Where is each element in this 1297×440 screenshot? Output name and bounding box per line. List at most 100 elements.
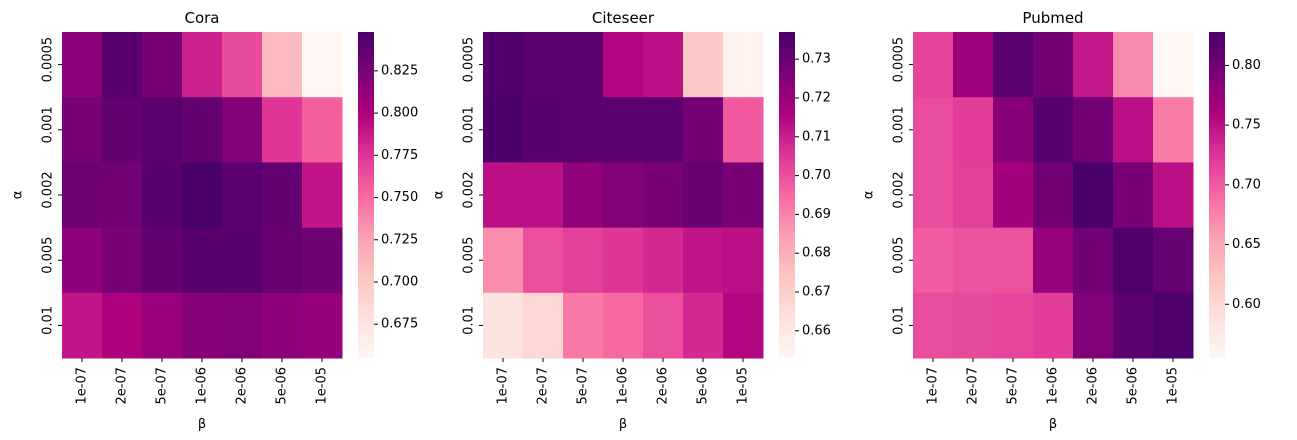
x-tick-label: 1e-05 xyxy=(1166,367,1181,405)
heat-cell xyxy=(102,97,143,163)
heat-cell xyxy=(1113,292,1154,359)
heat-cell xyxy=(683,97,724,163)
colorbar-tick-label: 0.68 xyxy=(802,246,831,261)
heat-cell xyxy=(523,227,564,294)
heat-cell xyxy=(683,32,724,98)
y-axis-label: α xyxy=(11,191,26,200)
heat-cell xyxy=(643,292,684,359)
heat-cell xyxy=(603,292,644,359)
heat-cell xyxy=(1033,97,1074,163)
x-tick-label: 5e-06 xyxy=(696,367,711,405)
colorbar-tick-label: 0.800 xyxy=(381,106,418,121)
heat-cell xyxy=(262,227,303,294)
heat-cell xyxy=(563,32,604,98)
x-tick-label: 5e-07 xyxy=(155,367,170,405)
x-axis-label: β xyxy=(1049,417,1057,432)
x-tick-label: 5e-07 xyxy=(1006,367,1021,405)
heat-cell xyxy=(1153,292,1194,359)
x-tick-label: 2e-06 xyxy=(1086,367,1101,405)
y-tick-label: 0.0005 xyxy=(41,37,56,83)
heat-cell xyxy=(993,292,1034,359)
y-tick-label: 0.0005 xyxy=(462,37,477,83)
heat-cell xyxy=(483,97,524,163)
heat-cell xyxy=(182,227,223,294)
heat-cell xyxy=(913,97,954,163)
heat-cell xyxy=(683,162,724,229)
y-tick-label: 0.002 xyxy=(462,171,477,208)
heat-cell xyxy=(1033,162,1074,229)
heat-cell xyxy=(1033,227,1074,294)
x-tick-label: 1e-06 xyxy=(616,367,631,405)
x-tick-label: 5e-06 xyxy=(1126,367,1141,405)
heat-cell xyxy=(523,32,564,98)
y-tick-label: 0.002 xyxy=(892,171,907,208)
y-tick-label: 0.001 xyxy=(462,106,477,143)
heat-cell xyxy=(62,162,103,229)
heat-cell xyxy=(182,97,223,163)
heat-cell xyxy=(1113,97,1154,163)
heat-cell xyxy=(563,97,604,163)
heat-cell xyxy=(953,162,994,229)
heat-cell xyxy=(523,292,564,359)
y-tick-label: 0.005 xyxy=(462,237,477,274)
heat-cell xyxy=(262,97,303,163)
heat-cell xyxy=(723,227,764,294)
y-tick-label: 0.001 xyxy=(892,106,907,143)
y-tick-label: 0.0005 xyxy=(892,37,907,83)
heat-cell xyxy=(913,162,954,229)
colorbar-tick-label: 0.75 xyxy=(1232,118,1261,133)
colorbar-tick-label: 0.66 xyxy=(802,323,831,338)
heat-cell xyxy=(142,162,183,229)
heat-cell xyxy=(302,292,343,359)
heat-cell xyxy=(142,227,183,294)
y-tick-label: 0.002 xyxy=(41,171,56,208)
x-tick-label: 5e-07 xyxy=(576,367,591,405)
heat-cell xyxy=(1153,32,1194,98)
heat-cell xyxy=(953,292,994,359)
heat-cell xyxy=(1033,32,1074,98)
colorbar-tick-label: 0.70 xyxy=(802,168,831,183)
heat-cell xyxy=(1073,292,1114,359)
heat-cell xyxy=(563,292,604,359)
heat-cell xyxy=(603,162,644,229)
heat-cell xyxy=(993,162,1034,229)
heat-cell xyxy=(683,227,724,294)
heat-cell xyxy=(993,97,1034,163)
heat-cell xyxy=(483,162,524,229)
heat-cell xyxy=(643,227,684,294)
heat-cell xyxy=(913,292,954,359)
x-tick-label: 1e-06 xyxy=(195,367,210,405)
heat-cell xyxy=(1073,162,1114,229)
x-tick-label: 2e-06 xyxy=(235,367,250,405)
heat-cell xyxy=(643,162,684,229)
heat-cell xyxy=(222,227,263,294)
heat-cell xyxy=(643,32,684,98)
colorbar-tick-label: 0.675 xyxy=(381,317,418,332)
colorbar-tick-label: 0.750 xyxy=(381,190,418,205)
heat-cell xyxy=(523,162,564,229)
y-tick-label: 0.01 xyxy=(41,306,56,335)
heat-cell xyxy=(603,97,644,163)
heat-cell xyxy=(953,32,994,98)
x-tick-label: 1e-05 xyxy=(736,367,751,405)
heat-cell xyxy=(723,97,764,163)
heat-cell xyxy=(913,227,954,294)
heat-cell xyxy=(222,97,263,163)
heat-cell xyxy=(993,32,1034,98)
heat-cell xyxy=(563,162,604,229)
heat-cell xyxy=(1073,32,1114,98)
heat-cell xyxy=(182,162,223,229)
y-tick-label: 0.005 xyxy=(41,237,56,274)
x-tick-label: 1e-06 xyxy=(1046,367,1061,405)
colorbar-tick-label: 0.72 xyxy=(802,90,831,105)
heat-cell xyxy=(102,162,143,229)
colorbar-tick-label: 0.825 xyxy=(381,63,418,78)
colorbar-tick-label: 0.80 xyxy=(1232,58,1261,73)
y-tick-label: 0.001 xyxy=(41,106,56,143)
heat-cell xyxy=(222,162,263,229)
heat-cell xyxy=(1153,97,1194,163)
heat-cell xyxy=(262,292,303,359)
heat-cell xyxy=(483,227,524,294)
heat-cell xyxy=(222,292,263,359)
